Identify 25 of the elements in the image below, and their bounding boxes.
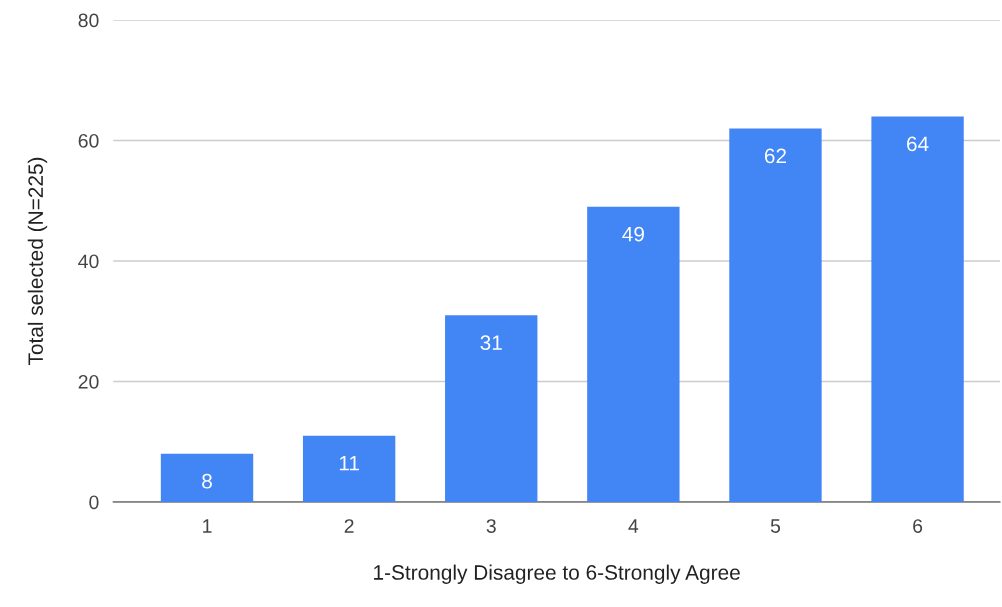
y-tick-label: 20 (78, 374, 99, 389)
data-label: 49 (622, 226, 644, 242)
bar (587, 206, 680, 502)
y-tick-label: 80 (78, 13, 99, 28)
bar (445, 315, 538, 502)
y-tick-label: 60 (78, 133, 99, 148)
bar (160, 453, 254, 502)
data-label: 62 (764, 148, 786, 164)
x-tick-label: 1 (203, 519, 212, 533)
y-axis-title: Total selected (N=225) (27, 157, 48, 366)
x-tick-label: 4 (628, 519, 639, 533)
data-label: 64 (907, 136, 929, 152)
x-tick-label: 6 (913, 519, 923, 533)
x-tick-label: 2 (344, 519, 354, 533)
x-axis-title: 1-Strongly Disagree to 6-Strongly Agree (374, 564, 740, 584)
x-tick-label: 3 (486, 519, 496, 533)
y-tick-label: 40 (78, 254, 99, 269)
y-tick-label: 0 (89, 495, 99, 510)
bar (729, 128, 822, 502)
x-tick-label: 5 (770, 519, 781, 533)
data-label: 31 (480, 335, 502, 350)
bar (871, 116, 964, 502)
data-label: 8 (202, 473, 212, 489)
data-label: 11 (339, 455, 359, 471)
bar (302, 435, 396, 502)
